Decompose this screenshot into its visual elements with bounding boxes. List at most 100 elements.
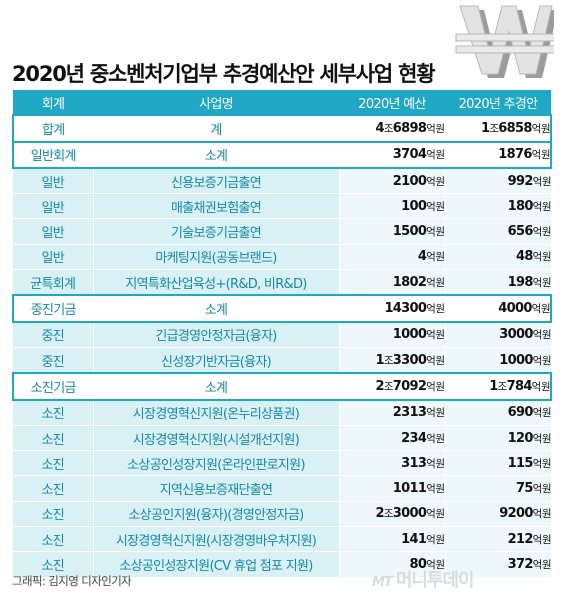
- account-cell: 소진: [13, 425, 93, 452]
- eok-unit: 억원: [531, 149, 550, 162]
- budget-cell: 2313억원: [338, 399, 445, 426]
- eok-unit: 억원: [532, 175, 551, 188]
- jo-unit: 조: [489, 122, 499, 135]
- eok-value: 1011: [392, 481, 427, 497]
- eok-unit: 억원: [426, 149, 445, 162]
- project-name-cell: 긴급경영안정자금(융자): [92, 321, 339, 348]
- jo-value: 2: [375, 378, 384, 394]
- eok-value: 2100: [392, 173, 427, 189]
- eok-unit: 억원: [532, 251, 551, 264]
- budget-cell: 4억원: [338, 244, 445, 271]
- eok-value: 992: [507, 173, 534, 189]
- eok-unit: 억원: [532, 276, 551, 289]
- account-cell: 중진기금: [12, 294, 93, 323]
- table-row: 소진 시장경영혁신지원(시설개선지원) 234억원 120억원: [13, 425, 551, 452]
- jo-unit: 조: [497, 380, 508, 393]
- eok-value: 80: [409, 556, 427, 572]
- account-cell: 소진: [13, 450, 93, 477]
- subtotal-row: 소진기금 소계 2조7092억원 1조784억원: [12, 372, 552, 401]
- project-name-cell: 기술보증기금출연: [92, 218, 339, 245]
- eok-value: 1000: [499, 352, 533, 368]
- eok-value: 6858: [498, 120, 532, 136]
- revised-cell: 75억원: [444, 475, 551, 502]
- project-name-cell: 지역신용보증재단출연: [92, 475, 339, 502]
- eok-unit: 억원: [426, 354, 445, 367]
- eok-unit: 억원: [531, 380, 550, 393]
- eok-unit: 억원: [532, 533, 551, 546]
- eok-value: 212: [507, 531, 534, 547]
- eok-unit: 억원: [426, 533, 445, 546]
- eok-unit: 억원: [426, 407, 445, 420]
- table-row: 소진 소상공인성장지원(온라인판로지원) 313억원 115억원: [13, 450, 551, 477]
- budget-table: 회계 사업명 2020년 예산 2020년 추경안 합계 계 4조6898억원 1조6…: [12, 90, 552, 578]
- eok-value: 234: [401, 430, 427, 446]
- header-budget-2020: 2020년 예산: [339, 90, 445, 116]
- eok-unit: 억원: [532, 457, 551, 470]
- project-name-cell: 계: [92, 114, 339, 143]
- project-name-cell: 소상공인성장지원(온라인판로지원): [92, 450, 339, 477]
- revised-cell: 48억원: [444, 244, 551, 271]
- account-cell: 소진: [13, 526, 93, 553]
- jo-unit: 조: [383, 354, 394, 367]
- jo-unit: 조: [383, 380, 394, 393]
- budget-cell: 2100억원: [338, 167, 445, 195]
- eok-value: 4000: [498, 301, 532, 317]
- table-row: 일반 신용보증기금출연 2100억원 992억원: [13, 167, 551, 195]
- subtotal-row: 합계 계 4조6898억원 1조6858억원: [12, 114, 552, 143]
- eok-unit: 억원: [426, 432, 445, 445]
- jo-unit: 조: [383, 122, 394, 135]
- project-name-cell: 소계: [92, 294, 339, 323]
- eok-value: 3000: [392, 506, 427, 522]
- eok-unit: 억원: [426, 251, 445, 264]
- eok-unit: 억원: [531, 122, 550, 135]
- account-cell: 합계: [12, 114, 93, 143]
- eok-unit: 억원: [532, 558, 551, 571]
- budget-cell: 2조3000억원: [338, 501, 445, 528]
- revised-cell: 656억원: [444, 218, 551, 245]
- eok-unit: 억원: [532, 483, 551, 496]
- revised-cell: 992억원: [444, 167, 551, 195]
- subtotal-row: 중진기금 소계 14300억원 4000억원: [12, 294, 552, 323]
- budget-cell: 100억원: [338, 193, 445, 220]
- eok-unit: 억원: [426, 303, 445, 316]
- eok-value: 14300: [384, 301, 427, 317]
- eok-value: 690: [507, 405, 534, 421]
- revised-cell: 1조784억원: [444, 372, 552, 401]
- project-name-cell: 시장경영혁신지원(시설개선지원): [92, 425, 339, 452]
- eok-value: 9200: [499, 506, 533, 522]
- budget-cell: 1011억원: [338, 475, 445, 502]
- eok-unit: 억원: [426, 329, 445, 342]
- eok-unit: 억원: [532, 432, 551, 445]
- eok-value: 100: [401, 198, 427, 214]
- eok-value: 48: [515, 249, 533, 265]
- table-row: 소진 지역신용보증재단출연 1011억원 75억원: [13, 475, 551, 502]
- header-account: 회계: [13, 90, 93, 116]
- revised-cell: 120억원: [444, 425, 551, 452]
- eok-unit: 억원: [426, 508, 445, 521]
- budget-cell: 1802억원: [338, 269, 445, 296]
- account-cell: 소진: [13, 551, 93, 578]
- project-name-cell: 소계: [92, 140, 339, 169]
- account-cell: 일반: [13, 218, 93, 245]
- revised-cell: 180억원: [444, 193, 551, 220]
- eok-unit: 억원: [426, 457, 445, 470]
- budget-cell: 141억원: [338, 526, 445, 553]
- eok-value: 313: [401, 455, 427, 471]
- eok-value: 1802: [392, 274, 427, 290]
- jo-value: 1: [480, 120, 490, 136]
- eok-unit: 억원: [532, 508, 551, 521]
- eok-unit: 억원: [426, 200, 445, 213]
- account-cell: 일반: [13, 244, 93, 271]
- project-name-cell: 지역특화산업육성+(R&D, 비R&D): [92, 269, 339, 296]
- brand-name: 머니투데이: [395, 570, 475, 591]
- budget-cell: 3704억원: [338, 140, 445, 169]
- eok-value: 141: [401, 531, 427, 547]
- table-header-row: 회계 사업명 2020년 예산 2020년 추경안: [13, 90, 551, 116]
- budget-cell: 80억원: [338, 551, 445, 578]
- eok-unit: 억원: [426, 483, 445, 496]
- jo-value: 4: [375, 120, 384, 136]
- revised-cell: 198억원: [444, 269, 551, 296]
- eok-unit: 억원: [426, 226, 445, 239]
- table-row: 소진 소상공인성장지원(CV 휴업 점포 지원) 80억원 372억원: [13, 551, 551, 578]
- account-cell: 중진: [13, 347, 93, 374]
